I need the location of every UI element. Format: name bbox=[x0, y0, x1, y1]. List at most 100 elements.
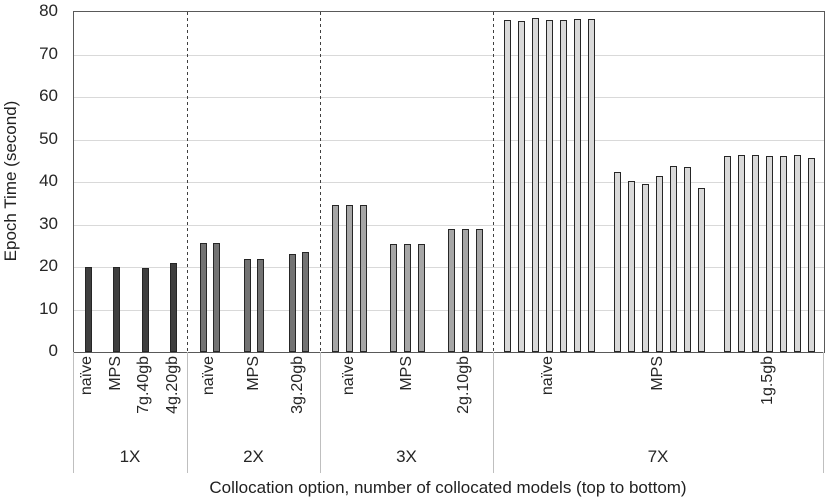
bar bbox=[417, 244, 425, 352]
gridline bbox=[74, 224, 824, 226]
bar-cluster bbox=[389, 12, 425, 352]
bar bbox=[587, 19, 595, 352]
bar bbox=[257, 259, 265, 352]
bar bbox=[170, 263, 178, 352]
y-tick-label: 50 bbox=[39, 128, 58, 148]
x-option-label: naïve bbox=[539, 356, 556, 396]
bar bbox=[793, 155, 801, 352]
bar-group-7X bbox=[493, 12, 824, 352]
bar bbox=[697, 188, 705, 352]
bar bbox=[737, 155, 745, 352]
bar-groups bbox=[74, 12, 824, 352]
bar bbox=[84, 267, 92, 352]
bar bbox=[641, 184, 649, 352]
bar bbox=[475, 229, 483, 352]
bar bbox=[573, 19, 581, 352]
bar bbox=[113, 267, 121, 352]
y-tick-label: 0 bbox=[48, 341, 58, 360]
group-divider-dashed-line bbox=[320, 12, 321, 352]
x-option-label: 2g.10gb bbox=[455, 356, 473, 414]
y-tick-label: 80 bbox=[39, 1, 58, 20]
x-option-label: MPS bbox=[106, 356, 124, 391]
bar bbox=[213, 243, 221, 352]
label-area-separator bbox=[187, 352, 188, 473]
bar bbox=[669, 166, 677, 352]
y-tick-label: 40 bbox=[39, 171, 58, 190]
bar bbox=[627, 181, 635, 352]
bar bbox=[559, 20, 567, 352]
plot-area bbox=[73, 11, 825, 353]
x-option-label: MPS bbox=[397, 356, 415, 391]
bar-cluster bbox=[113, 12, 121, 352]
bar bbox=[517, 21, 525, 352]
bar bbox=[389, 244, 397, 352]
bar-cluster bbox=[84, 12, 92, 352]
y-tick-label: 70 bbox=[39, 43, 58, 63]
bar bbox=[447, 229, 455, 352]
bar bbox=[723, 156, 731, 352]
bar-cluster bbox=[200, 12, 221, 352]
gridline bbox=[74, 182, 824, 183]
bar-cluster bbox=[613, 12, 705, 352]
x-option-label: MPS bbox=[244, 356, 262, 391]
bar-cluster bbox=[503, 12, 595, 352]
bar-cluster bbox=[723, 12, 815, 352]
y-tick-label: 30 bbox=[39, 213, 58, 233]
bar bbox=[200, 243, 208, 352]
group-divider-dashed-line bbox=[187, 12, 188, 352]
group-divider-dashed-line bbox=[493, 12, 494, 352]
y-tick-label: 20 bbox=[39, 256, 58, 275]
bar-group-2X bbox=[187, 12, 321, 352]
label-area-separator bbox=[73, 352, 74, 473]
bar bbox=[765, 156, 773, 352]
bar bbox=[807, 158, 815, 352]
y-tick-label: 60 bbox=[39, 86, 58, 105]
x-option-label: 1g.5gb bbox=[759, 356, 776, 405]
x-option-label: 4g.20gb bbox=[163, 356, 181, 414]
bar bbox=[613, 172, 621, 352]
y-tick-label: 10 bbox=[39, 298, 58, 318]
bar-group-3X bbox=[320, 12, 494, 352]
bar-cluster bbox=[141, 12, 149, 352]
bar bbox=[503, 20, 511, 352]
bar bbox=[141, 268, 149, 352]
bar bbox=[332, 205, 340, 352]
bar bbox=[655, 176, 663, 352]
x-option-label: naïve bbox=[200, 356, 218, 396]
bar bbox=[461, 229, 469, 352]
label-area-separator bbox=[320, 352, 321, 473]
bar-cluster bbox=[332, 12, 368, 352]
bar bbox=[403, 244, 411, 352]
bar-cluster bbox=[244, 12, 265, 352]
x-axis-title: Collocation option, number of collocated… bbox=[209, 478, 687, 497]
bar bbox=[531, 18, 539, 352]
bar-cluster bbox=[170, 12, 178, 352]
x-group-label: 2X bbox=[243, 447, 264, 466]
bar-cluster bbox=[288, 12, 309, 352]
bar bbox=[751, 155, 759, 352]
x-option-label: 3g.20gb bbox=[288, 356, 306, 414]
gridline bbox=[74, 97, 824, 98]
label-area-separator bbox=[823, 352, 824, 473]
x-option-label: naïve bbox=[78, 356, 96, 396]
gridline bbox=[74, 54, 824, 56]
x-group-label: 1X bbox=[119, 447, 141, 466]
label-area-separator bbox=[493, 352, 494, 473]
bar bbox=[545, 20, 553, 352]
bar bbox=[301, 252, 309, 352]
bar bbox=[683, 167, 691, 352]
bar bbox=[288, 254, 296, 352]
bar bbox=[779, 156, 787, 352]
x-group-label: 7X bbox=[647, 447, 669, 466]
bar-group-1X bbox=[74, 12, 188, 352]
bar bbox=[360, 205, 368, 352]
x-option-label: 7g.40gb bbox=[135, 356, 153, 414]
x-option-label: naïve bbox=[339, 356, 357, 396]
bar-cluster bbox=[447, 12, 483, 352]
bar bbox=[346, 205, 354, 352]
gridline bbox=[74, 139, 824, 141]
bar bbox=[244, 259, 252, 352]
x-group-label: 3X bbox=[396, 447, 417, 466]
x-option-label: MPS bbox=[649, 356, 666, 391]
